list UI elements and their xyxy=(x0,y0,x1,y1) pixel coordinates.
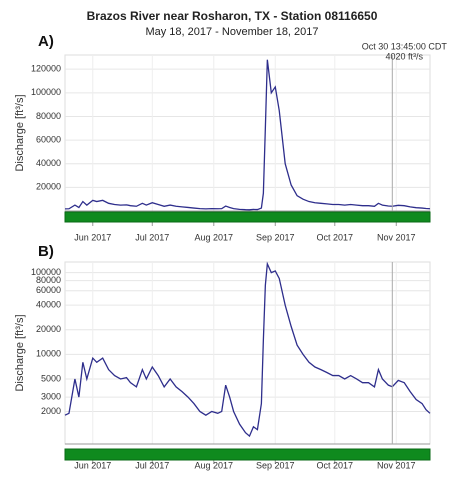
y-tick-label: 20000 xyxy=(36,182,61,192)
y-tick-label: 5000 xyxy=(41,373,61,383)
y-tick-label: 20000 xyxy=(36,324,61,334)
panel-label: B) xyxy=(38,243,54,260)
x-tick-label: Jun 2017 xyxy=(74,232,111,242)
y-tick-label: 100000 xyxy=(31,87,61,97)
line xyxy=(64,261,431,438)
x-tick-label: Aug 2017 xyxy=(195,460,234,470)
x-tick-label: Oct 2017 xyxy=(317,460,354,470)
line xyxy=(64,59,431,211)
y-tick-label: 2000 xyxy=(41,406,61,416)
chart-subtitle: May 18, 2017 - November 18, 2017 xyxy=(145,26,318,38)
x-tick-label: Nov 2017 xyxy=(377,460,416,470)
y-tick-label: 40000 xyxy=(36,300,61,310)
x-tick-label: Oct 2017 xyxy=(317,232,354,242)
annotation: Oct 30 13:45:00 CDT xyxy=(362,41,448,51)
y-tick-label: 3000 xyxy=(41,391,61,401)
status-bar xyxy=(64,211,431,223)
x-tick-label: Jul 2017 xyxy=(135,460,169,470)
y-tick-label: 120000 xyxy=(31,64,61,74)
chart-title: Brazos River near Rosharon, TX - Station… xyxy=(87,9,378,23)
y-tick-label: 60000 xyxy=(36,134,61,144)
annotation: 4020 ft³/s xyxy=(386,51,424,61)
y-tick-label: 80000 xyxy=(36,275,61,285)
plot-area xyxy=(64,54,431,212)
panel-label: A) xyxy=(38,33,54,50)
y-tick-label: 10000 xyxy=(36,349,61,359)
y-axis-label: Discharge [ft³/s] xyxy=(14,94,26,171)
x-tick-label: Sep 2017 xyxy=(256,460,295,470)
x-tick-label: Nov 2017 xyxy=(377,232,416,242)
x-tick-label: Aug 2017 xyxy=(195,232,234,242)
x-tick-label: Jun 2017 xyxy=(74,460,111,470)
status-bar xyxy=(64,448,431,461)
y-axis-label: Discharge [ft³/s] xyxy=(14,314,26,391)
y-tick-label: 40000 xyxy=(36,158,61,168)
y-tick-label: 100000 xyxy=(31,267,61,277)
y-tick-label: 80000 xyxy=(36,111,61,121)
plot-area xyxy=(64,261,431,445)
x-tick-label: Jul 2017 xyxy=(135,232,169,242)
x-tick-label: Sep 2017 xyxy=(256,232,295,242)
y-tick-label: 60000 xyxy=(36,285,61,295)
